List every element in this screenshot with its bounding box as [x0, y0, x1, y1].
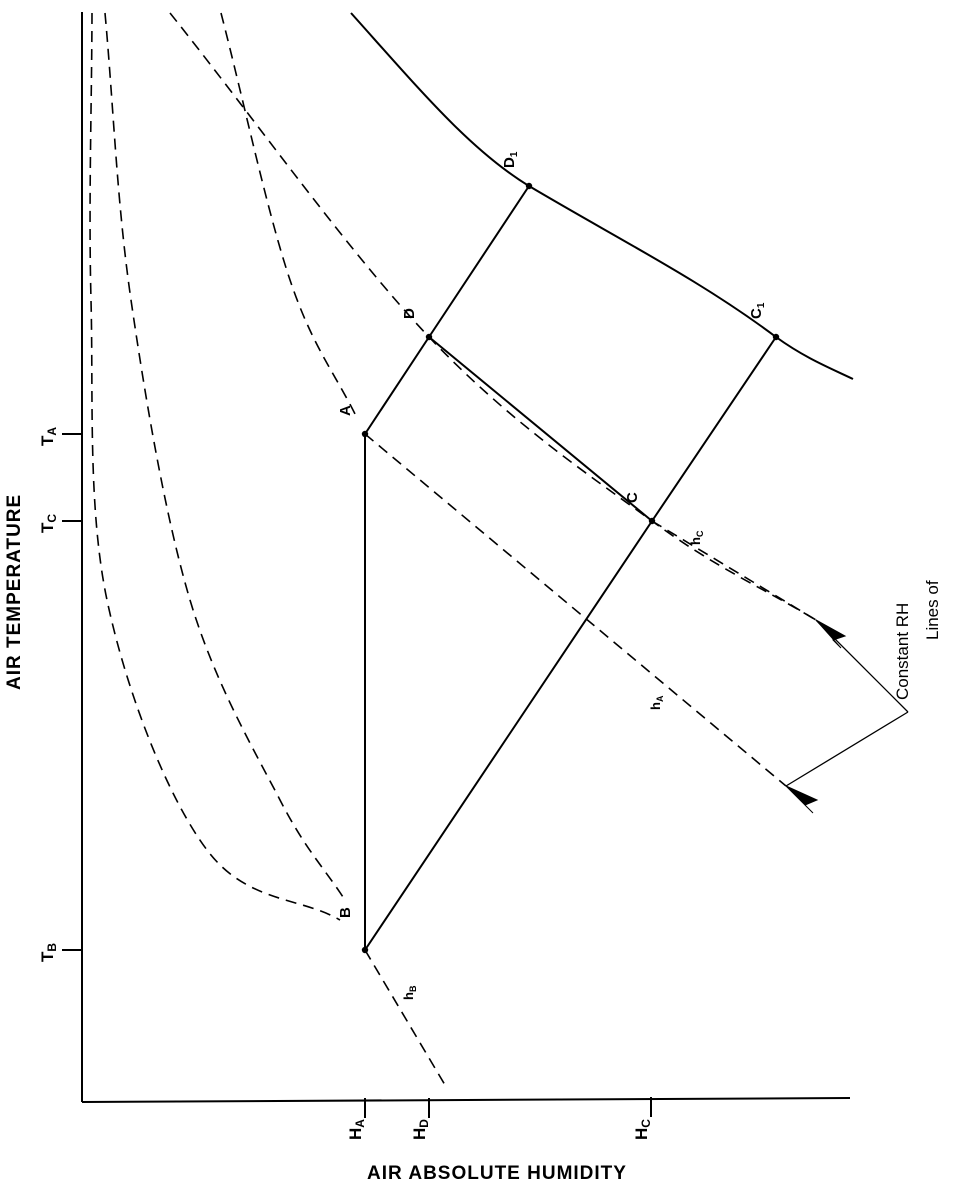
svg-text:Constant RH: Constant RH	[893, 603, 912, 700]
svg-text:B: B	[337, 907, 354, 918]
svg-text:D: D	[401, 308, 418, 319]
svg-text:Lines of: Lines of	[923, 580, 942, 640]
svg-text:C: C	[624, 492, 641, 503]
svg-text:AIR ABSOLUTE HUMIDITY: AIR ABSOLUTE HUMIDITY	[367, 1163, 627, 1184]
svg-text:AIR TEMPERATURE: AIR TEMPERATURE	[4, 494, 25, 690]
svg-text:A: A	[337, 405, 354, 416]
